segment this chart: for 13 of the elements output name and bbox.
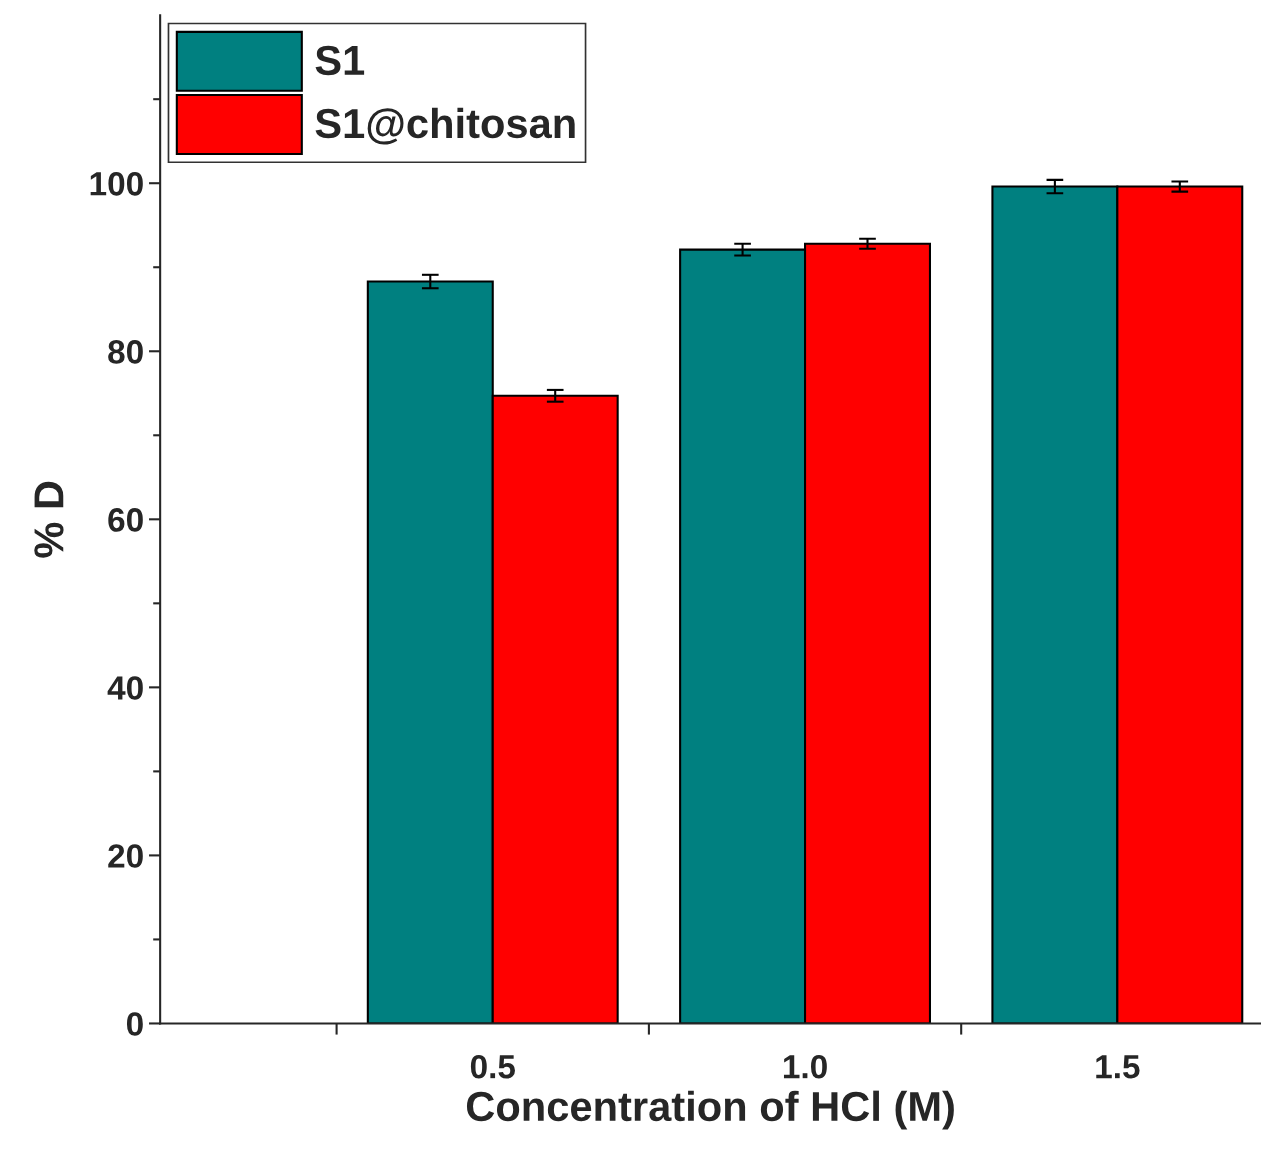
y-axis-title: % D — [34, 481, 64, 558]
y-tick-label: 0 — [126, 1012, 143, 1036]
y-tick-label: 80 — [108, 340, 143, 364]
legend-label: S1 — [315, 45, 365, 76]
x-tick-label: 1.5 — [1096, 1055, 1140, 1079]
y-tick-label: 100 — [90, 172, 143, 196]
y-tick-label: 60 — [108, 508, 143, 532]
y-tick-label: 40 — [107, 676, 143, 700]
x-tick-label: 1.0 — [783, 1054, 827, 1079]
y-tick-label: 20 — [108, 844, 143, 868]
x-tick-label: 0.5 — [470, 1054, 515, 1079]
x-axis-title: Concentration of HCl (M) — [466, 1090, 954, 1130]
legend-label: S1@chitosan — [315, 107, 575, 145]
